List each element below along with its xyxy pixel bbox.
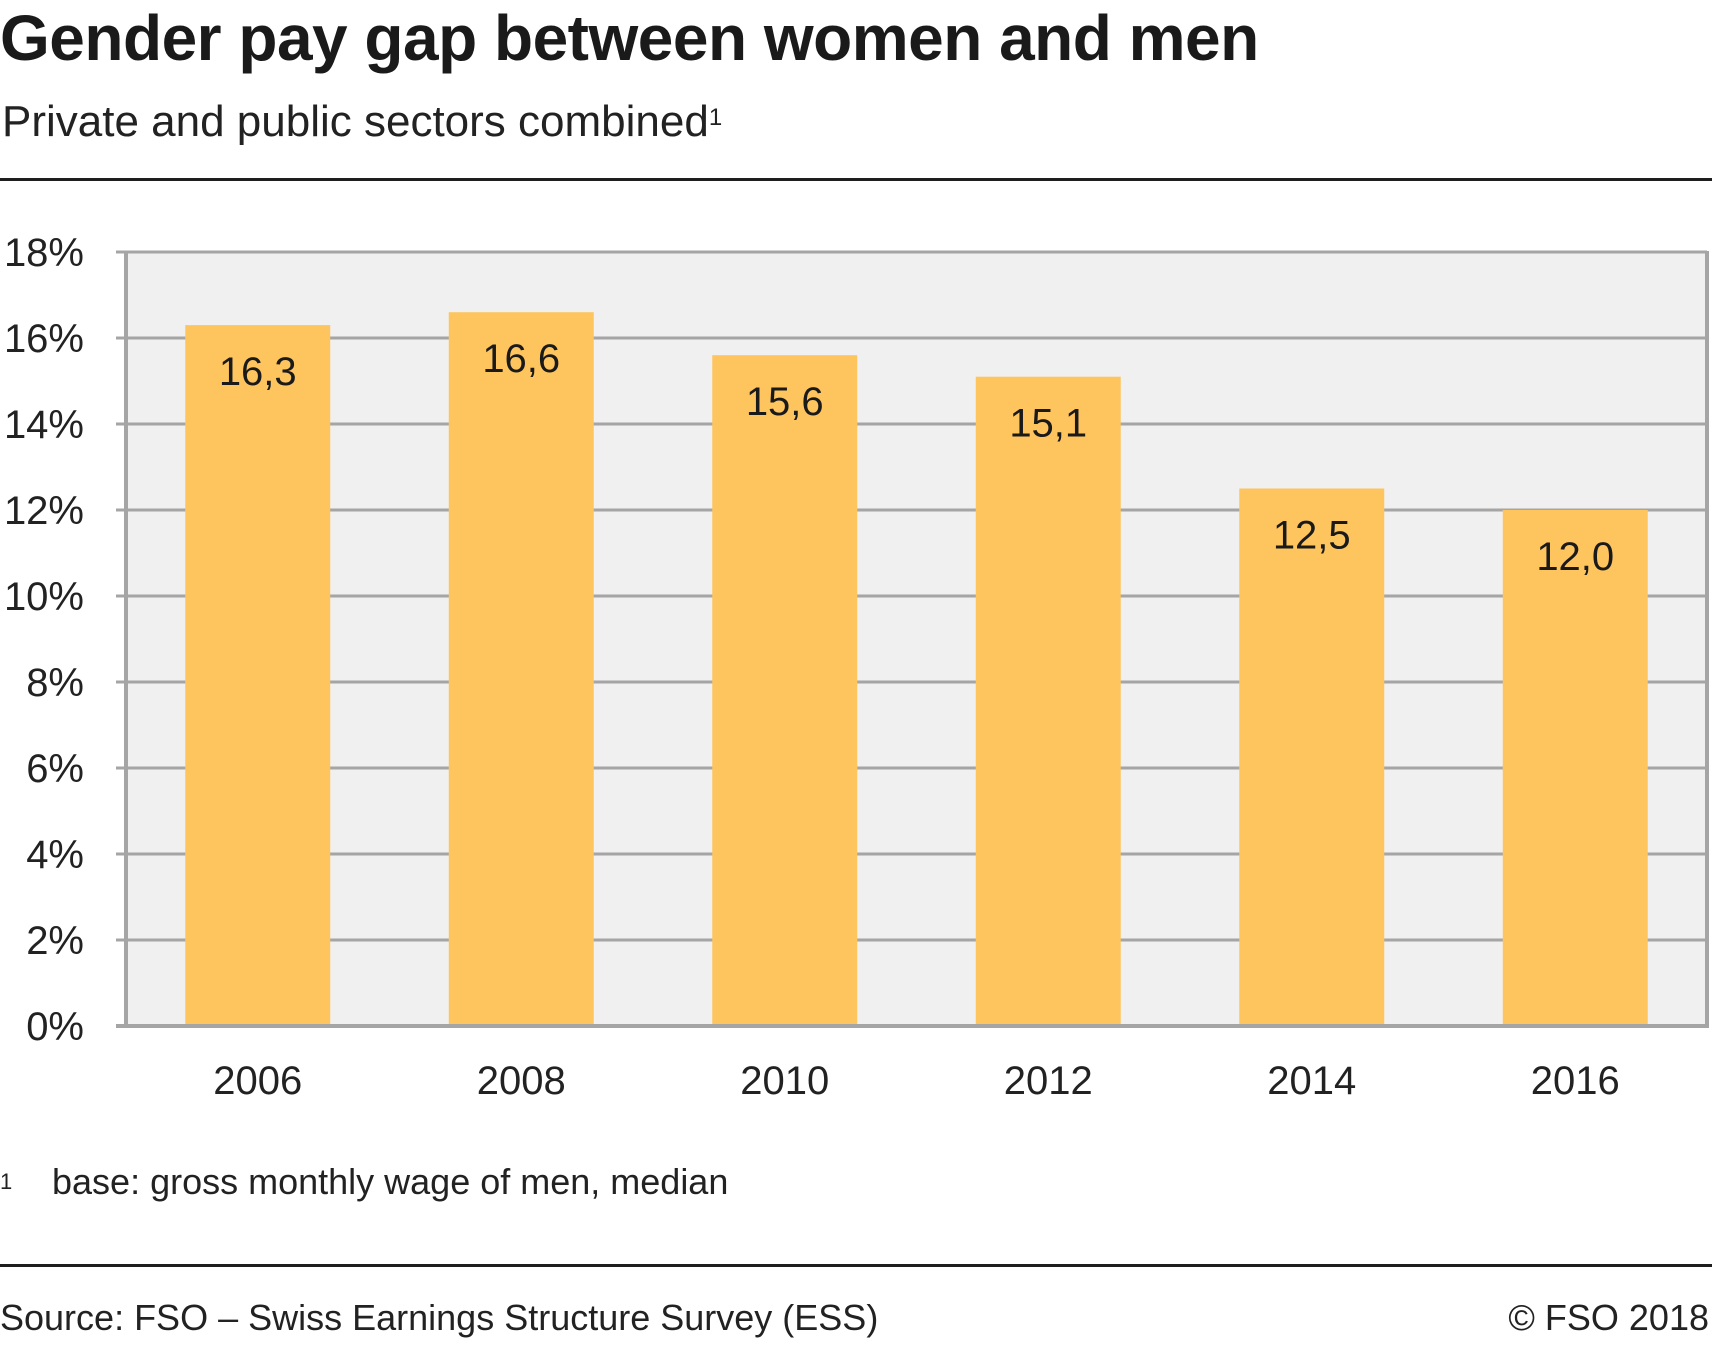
y-tick-label: 16% <box>4 317 84 361</box>
y-tick-label: 8% <box>26 661 84 705</box>
value-label: 12,0 <box>1536 535 1614 579</box>
axes <box>116 251 1709 1028</box>
copyright: © FSO 2018 <box>1508 1297 1709 1338</box>
y-tick-label: 14% <box>4 403 84 447</box>
footnote: 1 base: gross monthly wage of men, median <box>0 1160 728 1204</box>
gridlines <box>116 250 1707 1028</box>
x-tick-label: 2006 <box>213 1059 302 1103</box>
y-tick-label: 0% <box>26 1005 84 1049</box>
value-label: 16,3 <box>219 350 297 394</box>
value-label: 15,1 <box>1009 402 1087 446</box>
bar <box>185 325 331 1027</box>
chart-subtitle: Private and public sectors combined1 <box>2 96 722 148</box>
footnote-text: base: gross monthly wage of men, median <box>52 1161 729 1202</box>
x-tick-label: 2014 <box>1267 1059 1356 1103</box>
x-tick-label: 2016 <box>1531 1059 1620 1103</box>
x-axis-labels: 2006 2008 2010 2012 2014 2016 <box>213 1059 1619 1103</box>
y-tick-label: 2% <box>26 919 84 963</box>
bar <box>1502 510 1648 1026</box>
y-tick-label: 10% <box>4 575 84 619</box>
y-axis-labels: 0% 2% 4% 6% 8% 10% 12% 14% 16% 18% <box>4 231 84 1049</box>
y-tick-label: 12% <box>4 489 84 533</box>
value-label: 16,6 <box>482 337 560 381</box>
y-tick-label: 6% <box>26 747 84 791</box>
plot-background <box>126 252 1707 1026</box>
x-tick-label: 2010 <box>740 1059 829 1103</box>
x-tick-label: 2012 <box>1004 1059 1093 1103</box>
source-note: Source: FSO – Swiss Earnings Structure S… <box>0 1297 879 1338</box>
bar <box>975 376 1121 1026</box>
footnote-mark: 1 <box>0 1169 13 1194</box>
x-tick-label: 2008 <box>477 1059 566 1103</box>
y-tick-label: 18% <box>4 231 84 275</box>
value-label: 15,6 <box>746 380 824 424</box>
chart-title: Gender pay gap between women and men <box>0 2 1259 74</box>
bar <box>712 355 858 1026</box>
y-tick-label: 4% <box>26 833 84 877</box>
footer-divider <box>0 1264 1712 1267</box>
bar <box>1239 488 1385 1026</box>
subtitle-text: Private and public sectors combined <box>2 97 709 146</box>
bar <box>448 312 594 1026</box>
subtitle-footnote-mark: 1 <box>708 104 723 131</box>
value-label: 12,5 <box>1273 514 1351 558</box>
bar-chart: 0%2%4%6%8%10%12%14%16%18% 2006 2008 2010 20… <box>4 231 1709 1103</box>
bars <box>185 312 1648 1027</box>
header-divider <box>0 178 1712 181</box>
value-labels: 16,3 16,6 15,6 15,1 12,5 12,0 <box>219 337 1614 579</box>
